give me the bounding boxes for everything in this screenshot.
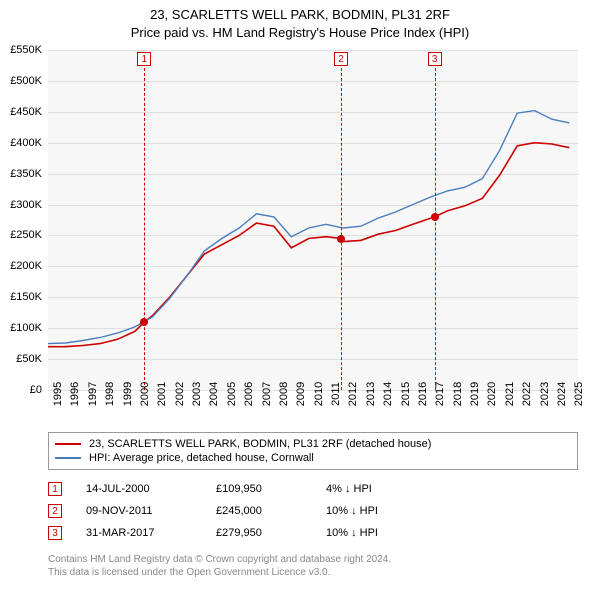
chart-sale-marker: 1 <box>137 52 151 66</box>
sale-date: 14-JUL-2000 <box>86 483 216 495</box>
x-tick-label: 2025 <box>573 382 585 406</box>
chart-container: 23, SCARLETTS WELL PARK, BODMIN, PL31 2R… <box>0 0 600 590</box>
y-tick-label: £150K <box>10 291 42 303</box>
chart-sale-marker: 2 <box>334 52 348 66</box>
x-tick-label: 1999 <box>122 382 134 406</box>
x-tick-label: 2000 <box>139 382 151 406</box>
x-tick-label: 2017 <box>434 382 446 406</box>
sale-dot <box>431 213 439 221</box>
x-tick-label: 2001 <box>156 382 168 406</box>
y-tick-label: £50K <box>16 353 42 365</box>
sale-marker-icon: 1 <box>48 482 62 496</box>
series-lines <box>48 50 578 390</box>
y-tick-label: £0 <box>30 384 42 396</box>
sale-diff: 4% ↓ HPI <box>326 483 446 495</box>
y-tick-label: £500K <box>10 75 42 87</box>
legend-label: 23, SCARLETTS WELL PARK, BODMIN, PL31 2R… <box>89 438 431 450</box>
y-tick-label: £550K <box>10 44 42 56</box>
x-tick-label: 1996 <box>69 382 81 406</box>
x-tick-label: 1997 <box>87 382 99 406</box>
y-tick-label: £100K <box>10 322 42 334</box>
sale-price: £245,000 <box>216 505 326 517</box>
y-tick-label: £250K <box>10 229 42 241</box>
footer: Contains HM Land Registry data © Crown c… <box>48 553 391 579</box>
sale-dot <box>140 318 148 326</box>
legend-item-hpi: HPI: Average price, detached house, Corn… <box>55 451 571 465</box>
sale-price: £109,950 <box>216 483 326 495</box>
sales-table: 1 14-JUL-2000 £109,950 4% ↓ HPI 2 09-NOV… <box>48 478 578 544</box>
sales-row: 1 14-JUL-2000 £109,950 4% ↓ HPI <box>48 478 578 500</box>
sale-marker-icon: 3 <box>48 526 62 540</box>
x-tick-label: 2018 <box>452 382 464 406</box>
x-tick-label: 2019 <box>469 382 481 406</box>
x-tick-label: 2024 <box>556 382 568 406</box>
sale-dot <box>337 235 345 243</box>
x-tick-label: 2016 <box>417 382 429 406</box>
sales-row: 3 31-MAR-2017 £279,950 10% ↓ HPI <box>48 522 578 544</box>
legend-label: HPI: Average price, detached house, Corn… <box>89 452 314 464</box>
title-address: 23, SCARLETTS WELL PARK, BODMIN, PL31 2R… <box>0 6 600 24</box>
x-tick-label: 2014 <box>382 382 394 406</box>
y-tick-label: £350K <box>10 168 42 180</box>
x-tick-label: 2013 <box>365 382 377 406</box>
legend-swatch <box>55 457 81 459</box>
sale-price: £279,950 <box>216 527 326 539</box>
x-tick-label: 2023 <box>539 382 551 406</box>
x-tick-label: 2004 <box>208 382 220 406</box>
x-tick-label: 2003 <box>191 382 203 406</box>
x-tick-label: 1998 <box>104 382 116 406</box>
chart-area: 123 £0£50K£100K£150K£200K£250K£300K£350K… <box>48 50 578 390</box>
x-tick-label: 2009 <box>295 382 307 406</box>
x-tick-label: 2012 <box>347 382 359 406</box>
x-tick-label: 2007 <box>261 382 273 406</box>
x-tick-label: 2002 <box>174 382 186 406</box>
x-tick-label: 2006 <box>243 382 255 406</box>
x-tick-label: 2021 <box>504 382 516 406</box>
y-tick-label: £400K <box>10 137 42 149</box>
x-tick-label: 2010 <box>313 382 325 406</box>
legend-swatch <box>55 443 81 445</box>
sale-diff: 10% ↓ HPI <box>326 505 446 517</box>
x-tick-label: 2015 <box>400 382 412 406</box>
x-tick-label: 1995 <box>52 382 64 406</box>
legend: 23, SCARLETTS WELL PARK, BODMIN, PL31 2R… <box>48 432 578 470</box>
y-tick-label: £200K <box>10 260 42 272</box>
legend-item-price-paid: 23, SCARLETTS WELL PARK, BODMIN, PL31 2R… <box>55 437 571 451</box>
x-tick-label: 2011 <box>330 382 342 406</box>
sale-date: 09-NOV-2011 <box>86 505 216 517</box>
sales-row: 2 09-NOV-2011 £245,000 10% ↓ HPI <box>48 500 578 522</box>
chart-sale-marker: 3 <box>428 52 442 66</box>
title-subtitle: Price paid vs. HM Land Registry's House … <box>0 24 600 42</box>
y-tick-label: £300K <box>10 199 42 211</box>
x-tick-label: 2005 <box>226 382 238 406</box>
y-tick-label: £450K <box>10 106 42 118</box>
x-tick-label: 2020 <box>486 382 498 406</box>
sale-diff: 10% ↓ HPI <box>326 527 446 539</box>
sale-date: 31-MAR-2017 <box>86 527 216 539</box>
x-tick-label: 2008 <box>278 382 290 406</box>
sale-marker-icon: 2 <box>48 504 62 518</box>
title-block: 23, SCARLETTS WELL PARK, BODMIN, PL31 2R… <box>0 0 600 42</box>
x-tick-label: 2022 <box>521 382 533 406</box>
footer-copyright: Contains HM Land Registry data © Crown c… <box>48 553 391 566</box>
footer-license: This data is licensed under the Open Gov… <box>48 566 391 579</box>
